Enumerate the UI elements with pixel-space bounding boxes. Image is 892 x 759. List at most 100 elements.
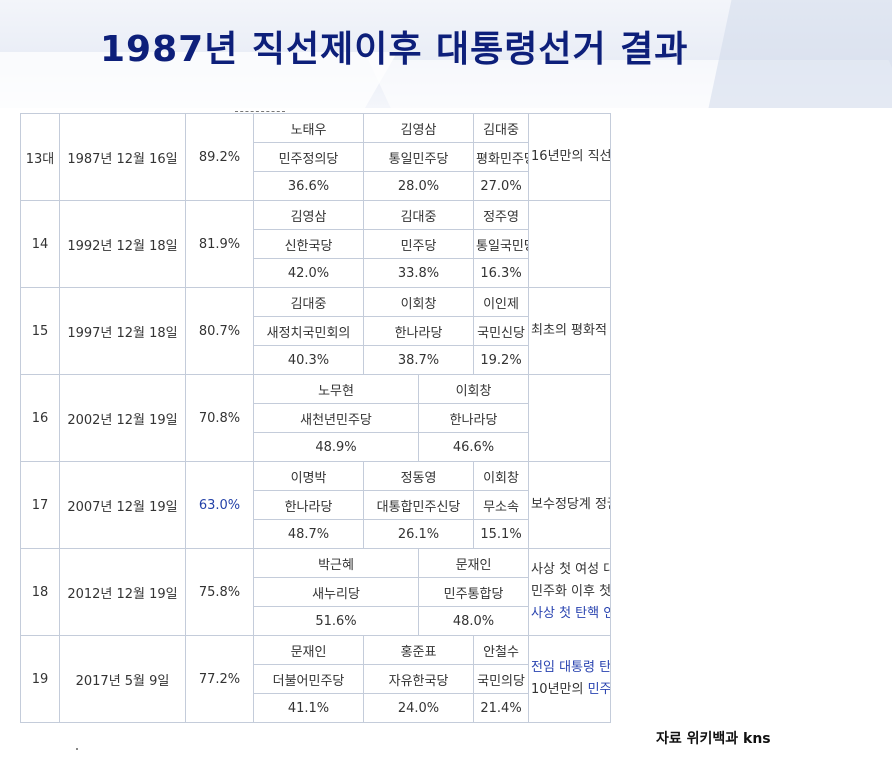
vote-share: 40.3% (252, 345, 365, 375)
candidate-name: 문재인 (252, 635, 365, 665)
candidate-name: 안철수 (473, 635, 530, 665)
candidate-name: 김대중 (363, 200, 475, 230)
candidate-party: 평화민주당 (473, 142, 530, 172)
table-row: 51.6% 48.0% (21, 606, 866, 636)
vote-share: 19.2% (473, 345, 530, 375)
election-number: 13대 (20, 113, 60, 201)
candidate-name: 김대중 (252, 287, 365, 317)
election-number: 17 (20, 461, 60, 549)
table-row: 48.9% 46.6% (21, 432, 866, 462)
turnout-rate: 81.9% (185, 200, 254, 288)
candidate-name: 이회창 (473, 461, 530, 491)
candidate-name: 김영삼 (363, 113, 475, 143)
candidate-party: 국민신당 (473, 316, 530, 346)
candidate-party: 통일국민당 (473, 229, 530, 259)
election-number: 15 (20, 287, 60, 375)
table-row: 새누리당 민주통합당 (21, 577, 866, 607)
candidate-name: 노무현 (252, 374, 420, 404)
vote-share: 33.8% (363, 258, 475, 288)
decorative-dot (76, 748, 78, 750)
candidate-name: 노태우 (252, 113, 365, 143)
candidate-name: 이회창 (363, 287, 475, 317)
turnout-rate: 75.8% (185, 548, 254, 636)
election-note: 전임 대통령 탄핵으로 인한 보궐선거 10년만의 민주당계 정권 성립 (528, 635, 612, 723)
election-number: 19 (20, 635, 60, 723)
note-line: 전임 대통령 탄핵으로 인한 보궐선거 (531, 657, 610, 679)
source-credit: 자료 위키백과 kns (656, 731, 771, 747)
note-line: 사상 첫 탄핵 인용 (531, 603, 610, 625)
banner-decoration (708, 0, 892, 108)
election-number: 18 (20, 548, 60, 636)
vote-share: 15.1% (473, 519, 530, 549)
vote-share: 24.0% (363, 693, 475, 723)
note-line: 민주화 이후 첫 과반 대통령 (531, 581, 611, 603)
candidate-party: 한나라당 (363, 316, 475, 346)
table-row: 36.6% 28.0% 27.0% (21, 171, 866, 201)
turnout-rate: 77.2% (185, 635, 254, 723)
candidate-party: 민주정의당 (252, 142, 365, 172)
note-line: 최초의 평화적 정권 교체 (531, 320, 610, 342)
vote-share: 27.0% (473, 171, 530, 201)
election-date: 2002년 12월 19일 (59, 374, 186, 462)
candidate-party: 한나라당 (252, 490, 365, 520)
vote-share: 38.7% (363, 345, 475, 375)
table-row: 14 1992년 12월 18일 81.9% 김영삼 김대중 정주영 (20, 200, 866, 288)
vote-share: 51.6% (252, 606, 420, 636)
note-line: 보수정당계 정권 성립 (531, 494, 610, 516)
candidate-name: 정주영 (473, 200, 530, 230)
candidate-name: 김대중 (473, 113, 530, 143)
candidate-name: 김영삼 (252, 200, 365, 230)
candidate-party: 국민의당 (473, 664, 530, 694)
note-line: 16년만의 직선제 부활 (531, 146, 610, 168)
candidate-name: 문재인 (418, 548, 530, 578)
vote-share: 48.9% (252, 432, 420, 462)
election-date: 2012년 12월 19일 (59, 548, 186, 636)
vote-share: 28.0% (363, 171, 475, 201)
candidate-name: 정동영 (363, 461, 475, 491)
note-text: 사상 첫 탄핵 인용 (531, 606, 610, 621)
election-note: 최초의 평화적 정권 교체 (528, 287, 612, 375)
table-row: 16 2002년 12월 19일 70.8% 노무현 이회창 (20, 374, 866, 462)
page-title: 1987년 직선제이후 대통령선거 결과 (100, 29, 689, 70)
election-date: 2007년 12월 19일 (59, 461, 186, 549)
vote-share: 16.3% (473, 258, 530, 288)
vote-share: 48.0% (418, 606, 530, 636)
election-date: 1992년 12월 18일 (59, 200, 186, 288)
candidate-party: 대통합민주신당 (363, 490, 475, 520)
table-row: 한나라당 대통합민주신당 무소속 (21, 490, 866, 520)
election-note: 보수정당계 정권 성립 (528, 461, 612, 549)
vote-share: 46.6% (418, 432, 530, 462)
candidate-party: 자유한국당 (363, 664, 475, 694)
candidate-party: 한나라당 (418, 403, 530, 433)
turnout-rate: 70.8% (185, 374, 254, 462)
election-date: 2017년 5월 9일 (59, 635, 186, 723)
candidate-party: 신한국당 (252, 229, 365, 259)
table-row: 민주정의당통일민주당평화민주당 (21, 142, 866, 172)
turnout-rate: 80.7% (185, 287, 254, 375)
table-row: 40.3% 38.7% 19.2% (21, 345, 866, 375)
vote-share: 41.1% (252, 693, 365, 723)
table-row: 41.1% 24.0% 21.4% (21, 693, 866, 723)
election-note (528, 374, 612, 462)
candidate-party: 민주통합당 (418, 577, 530, 607)
note-text: 10년만의 (531, 682, 588, 697)
table-row: 48.7% 26.1% 15.1% (21, 519, 866, 549)
candidate-party: 더불어민주당 (252, 664, 365, 694)
note-text: 민주화 이후 첫 과반 대통령 (531, 584, 611, 599)
vote-share: 42.0% (252, 258, 365, 288)
election-date: 1997년 12월 18일 (59, 287, 186, 375)
candidate-name: 이명박 (252, 461, 365, 491)
table-row: 42.0% 33.8% 16.3% (21, 258, 866, 288)
candidate-party: 새정치국민회의 (252, 316, 365, 346)
table-row: 신한국당민주당통일국민당 (21, 229, 866, 259)
candidate-party: 새천년민주당 (252, 403, 420, 433)
turnout-rate: 63.0% (185, 461, 254, 549)
vote-share: 26.1% (363, 519, 475, 549)
note-text: 보수정당계 정권 성립 (531, 497, 610, 512)
note-text: 사상 첫 여성 대통령 당선 (531, 562, 610, 577)
